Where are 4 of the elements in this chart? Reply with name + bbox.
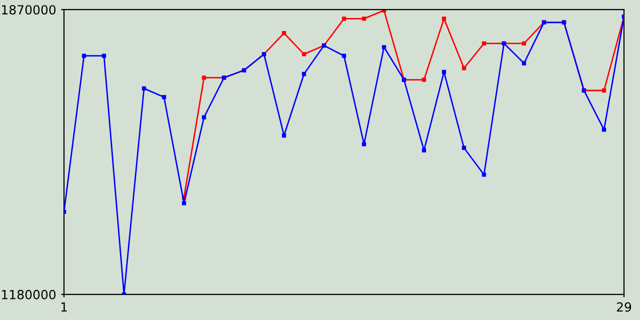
x-tick-label: 1 xyxy=(61,302,67,312)
y-tick-label: 1180000 xyxy=(2,290,56,300)
y-tick-label: 1870000 xyxy=(2,5,56,15)
x-tick-label: 29 xyxy=(616,302,632,312)
